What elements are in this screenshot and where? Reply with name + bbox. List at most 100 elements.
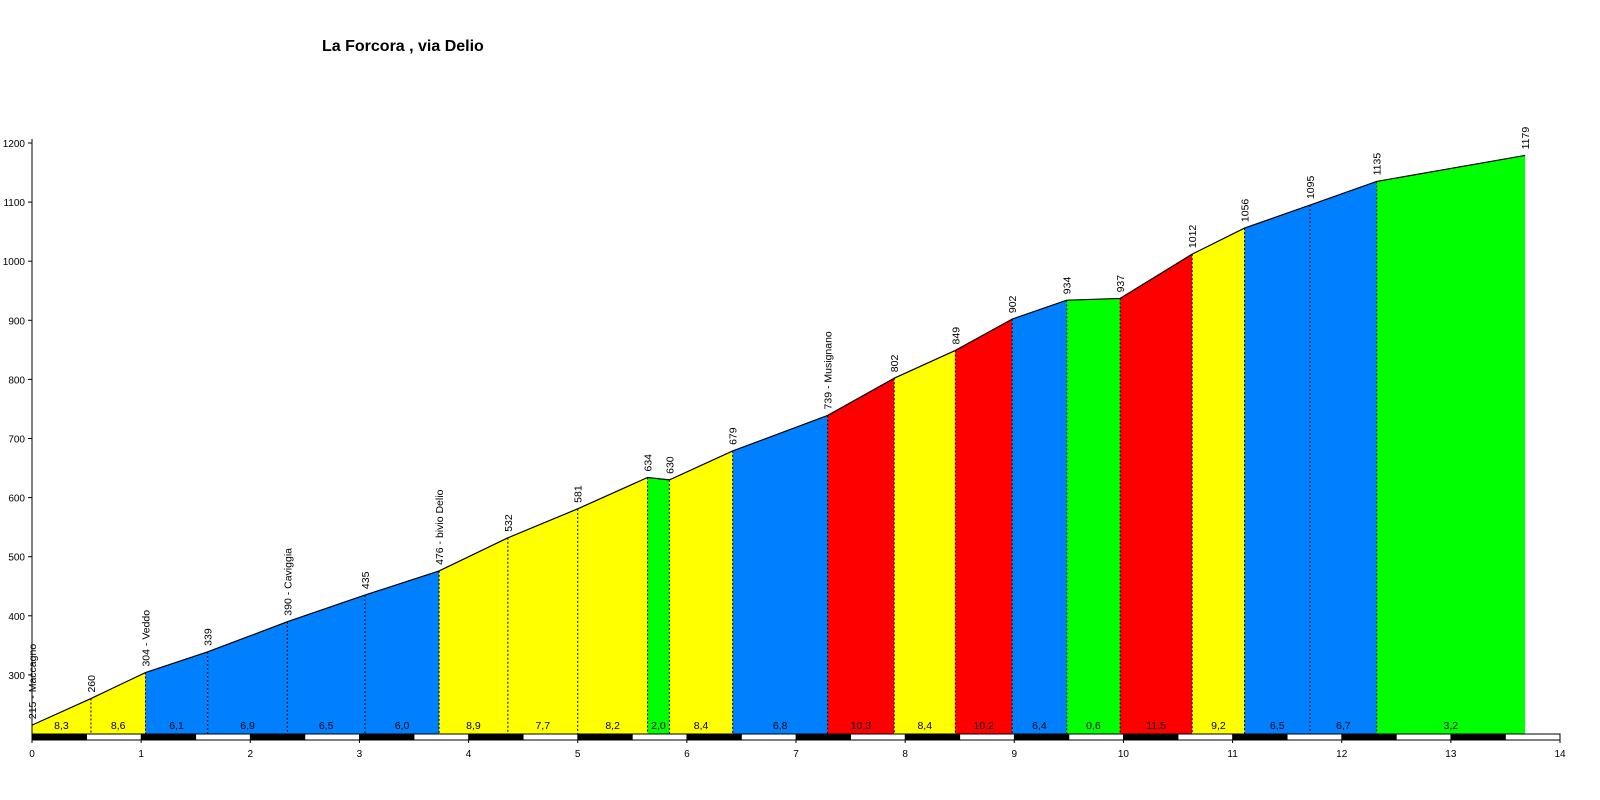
- elevation-label: 634: [643, 454, 655, 472]
- gradient-label: 7,7: [535, 720, 550, 732]
- segment-area: [1012, 300, 1067, 734]
- chart-title: La Forcora , via Delio: [322, 38, 484, 55]
- segment-area: [507, 508, 578, 734]
- segment-area: [1192, 228, 1245, 734]
- scale-bar-white: [86, 733, 142, 741]
- segment-area: [647, 477, 670, 734]
- gradient-label: 3,2: [1444, 720, 1459, 732]
- gradient-label: 6,8: [773, 720, 788, 732]
- profile-segments: [32, 155, 1526, 735]
- gradient-label: 8,2: [605, 720, 620, 732]
- y-tick-label: 500: [8, 553, 25, 564]
- segment-area: [894, 350, 956, 734]
- elevation-label: 1135: [1372, 153, 1384, 176]
- segment-area: [1066, 298, 1121, 734]
- scale-bar-black: [1341, 734, 1397, 740]
- scale-bar-white: [1286, 733, 1343, 741]
- gradient-label: 6,7: [1336, 720, 1351, 732]
- scale-bar-white: [1177, 733, 1233, 741]
- scale-bar-black: [141, 734, 196, 740]
- gradient-label: 6,0: [395, 720, 410, 732]
- scale-bar-black: [577, 734, 633, 740]
- elevation-label: 849: [950, 327, 962, 345]
- gradient-label: 2,0: [651, 720, 666, 732]
- scale-bar-black: [1123, 734, 1178, 740]
- gradient-label: 0,6: [1086, 720, 1101, 732]
- x-tick-label: 1: [138, 749, 144, 760]
- elevation-label: 532: [503, 514, 515, 532]
- gradient-label: 6,5: [1270, 720, 1285, 732]
- segment-dividers: [90, 181, 1378, 734]
- elevation-label: 1095: [1305, 176, 1317, 200]
- x-tick-label: 9: [1012, 749, 1018, 760]
- gradient-label: 8,9: [466, 720, 481, 732]
- gradient-labels: 8,3 8,6 6,1 6,9 6,5 6,0 8,9 7,7 8,2 2,0 8,4 6,8 10,3…: [54, 720, 1458, 732]
- scale-bar-white: [1505, 733, 1561, 741]
- elevation-label: 339: [203, 628, 215, 646]
- scale-bar-black: [1014, 734, 1069, 740]
- scale-bar-black: [468, 734, 524, 740]
- x-tick-label: 14: [1554, 749, 1566, 760]
- profile-line: [31, 154, 1526, 726]
- y-tick-label: 600: [8, 494, 25, 505]
- segment-area: [90, 672, 146, 734]
- segment-area: [32, 698, 91, 734]
- segment-area: [827, 378, 895, 734]
- profile-outline: [31, 154, 1526, 726]
- elevation-label: 937: [1115, 275, 1127, 293]
- scale-bar-frame: [31, 733, 1561, 741]
- x-tick-label: 2: [248, 749, 254, 760]
- gradient-label: 9,2: [1211, 720, 1226, 732]
- segment-area: [955, 319, 1013, 734]
- elevation-labels: 215 - Maccagno 260 304 - Veddo 339 390 - Cav…: [27, 127, 1532, 719]
- scale-bar-black: [250, 734, 305, 740]
- segment-area: [1310, 181, 1377, 735]
- gradient-label: 10,2: [974, 720, 995, 732]
- x-tick-label: 10: [1118, 749, 1130, 760]
- scale-bar-black: [32, 734, 87, 740]
- segment-area: [1376, 155, 1526, 734]
- y-tick-label: 300: [8, 671, 25, 682]
- segment-area: [287, 595, 365, 734]
- gradient-label: 8,6: [111, 720, 126, 732]
- scale-bar-white: [1395, 733, 1452, 741]
- segment-area: [364, 570, 440, 734]
- elevation-label: 739 - Musignano: [823, 331, 835, 409]
- scale-bar-white: [1068, 733, 1124, 741]
- elevation-label: 902: [1007, 295, 1019, 313]
- gradient-label: 8,3: [54, 720, 69, 732]
- segment-area: [669, 450, 733, 734]
- x-tick-label: 12: [1336, 749, 1348, 760]
- gradient-label: 6,9: [240, 720, 255, 732]
- y-tick-label: 1100: [3, 198, 25, 209]
- scale-bar-white: [413, 733, 469, 741]
- elevation-label: 260: [86, 675, 98, 693]
- elevation-label: 304 - Veddo: [141, 610, 153, 667]
- y-tick-label: 1000: [3, 257, 26, 268]
- y-tick-label: 800: [8, 375, 25, 386]
- scale-bar-white: [850, 733, 906, 741]
- x-tick-label: 6: [684, 749, 690, 760]
- scale-bar-black: [1232, 734, 1288, 740]
- x-tick-label: 4: [466, 749, 472, 760]
- y-tick-label: 700: [8, 435, 25, 446]
- elevation-label: 581: [573, 485, 585, 503]
- gradient-label: 8,4: [917, 720, 932, 732]
- scale-bar-black: [796, 734, 851, 740]
- scale-bar-white: [959, 733, 1015, 741]
- scale-bar-black: [686, 734, 742, 740]
- elevation-label: 390 - Caviggia: [282, 548, 294, 616]
- scale-bar-black: [905, 734, 960, 740]
- elevation-label: 1056: [1240, 199, 1252, 223]
- scale-bar-black: [359, 734, 414, 740]
- km-scale-bar: [31, 733, 1561, 741]
- elevation-label: 1179: [1520, 127, 1532, 150]
- x-tick-label: 13: [1445, 749, 1457, 760]
- elevation-label: 1012: [1187, 225, 1199, 249]
- segment-area: [145, 651, 208, 734]
- y-tick-label: 1200: [3, 139, 26, 150]
- x-tick-label: 7: [793, 749, 799, 760]
- elevation-label: 630: [664, 456, 676, 474]
- scale-bar-white: [304, 733, 360, 741]
